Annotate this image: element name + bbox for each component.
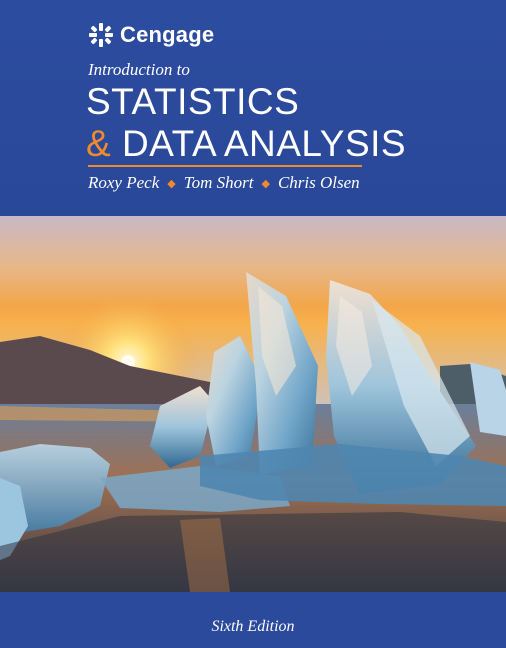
author-name: Roxy Peck: [88, 173, 160, 192]
title-underline-rule: [88, 165, 362, 167]
author-separator-icon: ◆: [261, 177, 270, 190]
cengage-star-logo-icon: [89, 23, 113, 47]
cover-bottom-band: [0, 592, 506, 648]
author-name: Tom Short: [183, 173, 254, 192]
book-title-line2: & DATA ANALYSIS: [86, 124, 406, 164]
cover-photo-ice-sunset: [0, 216, 506, 592]
author-name: Chris Olsen: [277, 173, 360, 192]
cover-top-band: [0, 0, 506, 216]
title-ampersand: &: [86, 123, 112, 164]
title-line2-text: DATA ANALYSIS: [121, 123, 407, 164]
publisher-brand: Cengage: [88, 20, 214, 50]
book-subtitle: Introduction to: [88, 60, 190, 79]
author-separator-icon: ◆: [167, 177, 176, 190]
book-edition: Sixth Edition: [211, 618, 295, 635]
book-title-line1: STATISTICS: [86, 81, 300, 122]
publisher-name: Cengage: [120, 22, 215, 47]
author-list: Roxy Peck ◆ Tom Short ◆ Chris Olsen: [88, 173, 360, 193]
